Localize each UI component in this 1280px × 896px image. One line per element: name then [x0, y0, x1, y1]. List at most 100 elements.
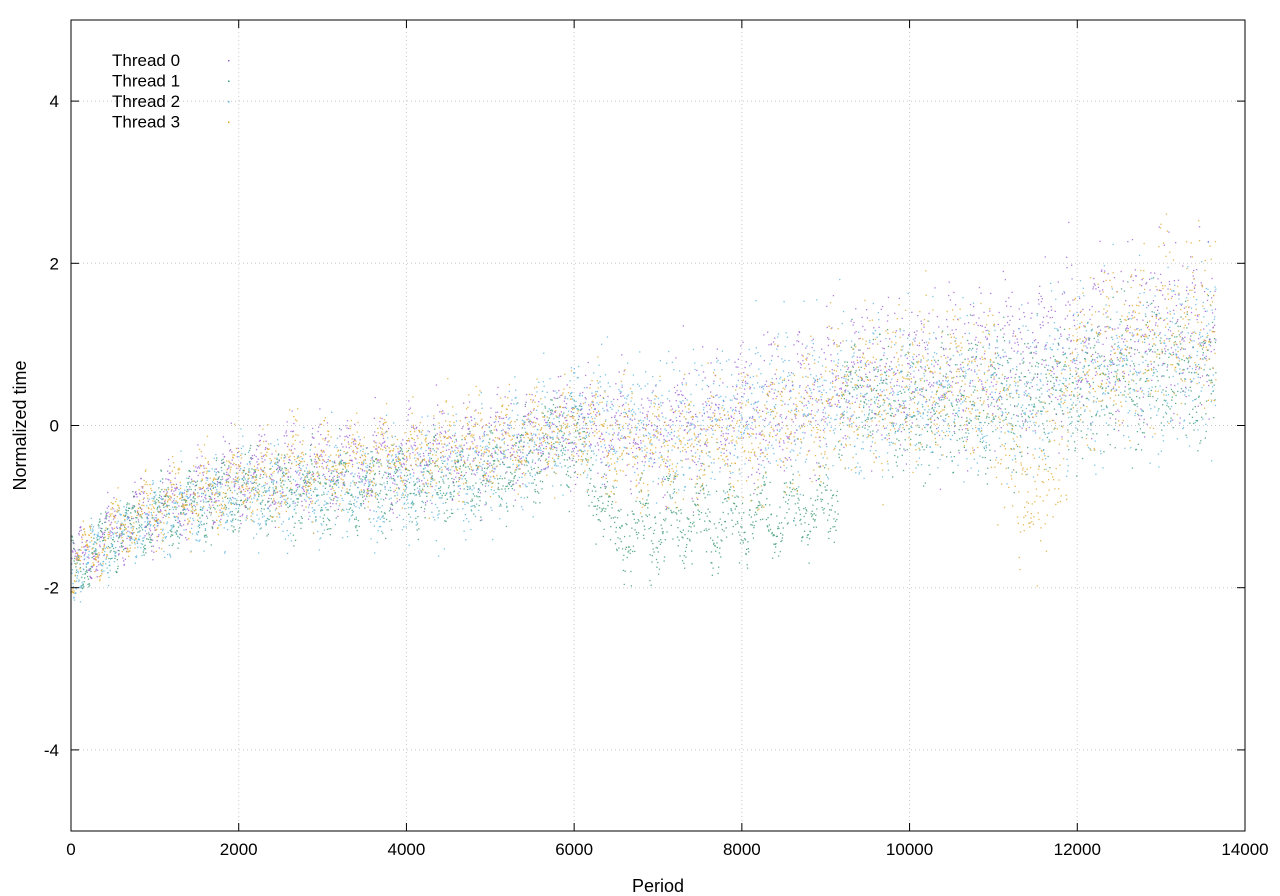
- data-point: [287, 476, 290, 478]
- data-point: [652, 542, 654, 545]
- data-point: [914, 337, 916, 339]
- data-point: [769, 421, 771, 423]
- data-point: [676, 384, 679, 386]
- data-point: [1087, 337, 1090, 339]
- data-point: [1058, 452, 1060, 454]
- data-point: [406, 468, 408, 470]
- data-point: [79, 527, 82, 529]
- data-point: [1090, 360, 1092, 363]
- data-point: [543, 437, 545, 439]
- data-point: [369, 509, 371, 511]
- data-point: [488, 441, 490, 444]
- data-point: [958, 452, 960, 454]
- data-point: [1132, 311, 1134, 313]
- data-point: [101, 522, 103, 525]
- data-point: [143, 554, 145, 556]
- data-point: [1046, 315, 1048, 317]
- data-point: [379, 492, 381, 495]
- data-point: [432, 448, 434, 450]
- data-point: [426, 470, 428, 472]
- data-point: [1169, 330, 1172, 332]
- data-point: [785, 501, 787, 503]
- data-point: [628, 546, 630, 548]
- data-point: [265, 491, 267, 493]
- data-point: [255, 455, 257, 458]
- data-point: [934, 287, 936, 289]
- data-point: [415, 427, 417, 429]
- data-point: [871, 417, 874, 419]
- data-point: [704, 497, 706, 499]
- data-point: [890, 407, 892, 409]
- data-point: [1085, 378, 1087, 380]
- data-point: [1031, 312, 1033, 314]
- data-point: [1141, 285, 1143, 287]
- data-point: [144, 548, 146, 550]
- data-point: [256, 491, 258, 493]
- data-point: [885, 374, 887, 377]
- data-point: [663, 438, 665, 441]
- data-point: [689, 424, 691, 426]
- data-point: [671, 408, 674, 410]
- data-point: [744, 531, 746, 533]
- data-point: [605, 486, 607, 488]
- data-point: [638, 482, 640, 484]
- data-point: [485, 503, 487, 505]
- data-point: [941, 399, 943, 401]
- data-point: [830, 360, 832, 362]
- data-point: [667, 456, 669, 458]
- data-point: [76, 569, 78, 571]
- data-point: [329, 484, 331, 486]
- data-point: [637, 443, 639, 445]
- data-point: [76, 557, 78, 560]
- data-point: [245, 473, 247, 475]
- data-point: [1017, 350, 1019, 352]
- data-point: [71, 536, 74, 538]
- data-point: [278, 453, 280, 455]
- data-point: [789, 487, 791, 489]
- data-point: [711, 402, 713, 404]
- data-point: [886, 397, 888, 399]
- data-point: [179, 533, 181, 535]
- data-point: [722, 511, 724, 514]
- data-point: [825, 464, 827, 466]
- data-point: [621, 548, 624, 550]
- data-point: [190, 493, 192, 496]
- data-point: [296, 498, 298, 500]
- data-point: [220, 466, 222, 469]
- data-point: [354, 525, 357, 527]
- data-point: [998, 377, 1000, 379]
- data-point: [656, 547, 658, 549]
- data-point: [544, 419, 546, 421]
- data-point: [977, 397, 979, 399]
- data-point: [1033, 352, 1035, 354]
- data-point: [423, 471, 425, 473]
- data-point: [157, 510, 159, 512]
- data-point: [554, 446, 556, 448]
- data-point: [147, 523, 149, 525]
- data-point: [797, 334, 799, 336]
- data-point: [1126, 327, 1128, 329]
- data-point: [1002, 270, 1004, 273]
- data-point: [1192, 275, 1194, 277]
- data-point: [684, 567, 686, 569]
- data-point: [951, 405, 954, 407]
- data-point: [832, 295, 835, 297]
- data-point: [340, 462, 342, 464]
- data-point: [1121, 422, 1123, 424]
- data-point: [831, 327, 833, 329]
- data-point: [834, 520, 837, 522]
- data-point: [146, 513, 149, 515]
- data-point: [1101, 380, 1103, 382]
- data-point: [105, 516, 107, 518]
- data-point: [473, 504, 475, 507]
- data-point: [305, 484, 307, 486]
- data-point: [221, 476, 223, 478]
- data-point: [299, 493, 302, 495]
- data-point: [612, 517, 614, 519]
- data-point: [89, 575, 91, 578]
- data-point: [1039, 324, 1041, 326]
- data-point: [222, 453, 224, 455]
- data-point: [447, 457, 449, 460]
- data-point: [741, 418, 743, 420]
- data-point: [127, 526, 129, 528]
